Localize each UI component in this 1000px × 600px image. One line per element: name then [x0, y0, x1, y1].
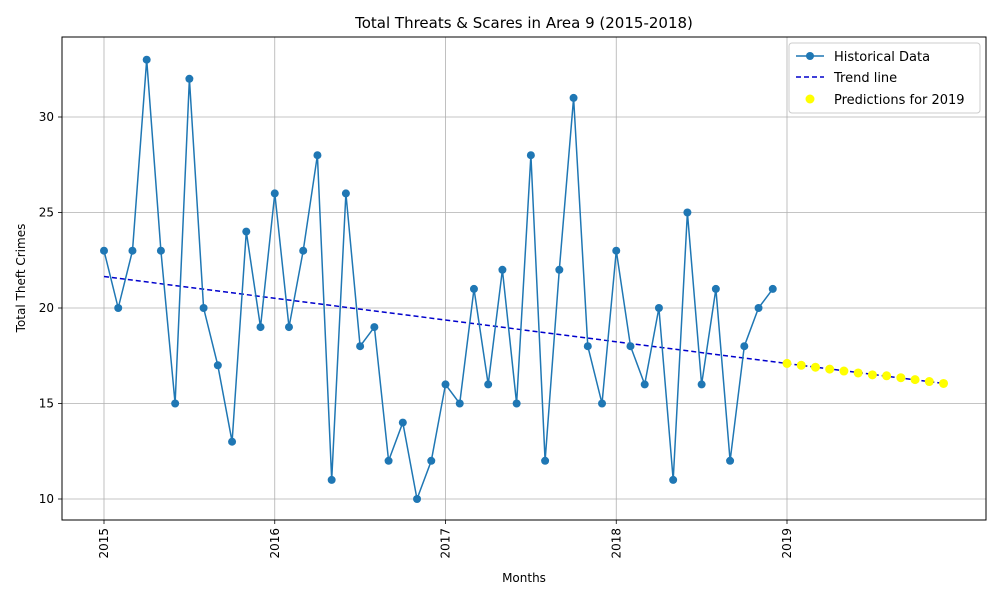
prediction-point [810, 362, 820, 372]
plot-frame [61, 36, 987, 521]
prediction-point [924, 377, 934, 387]
historical-point [213, 361, 222, 370]
historical-point [398, 418, 407, 427]
x-axis-label: Months [502, 571, 546, 585]
grid [62, 37, 986, 520]
historical-point [754, 304, 763, 312]
prediction-point [782, 358, 792, 368]
y-tick-label: 20 [39, 301, 54, 315]
historical-point [128, 246, 137, 255]
prediction-point [867, 370, 877, 380]
prediction-point [825, 364, 835, 374]
historical-point [270, 189, 279, 198]
historical-point [541, 456, 550, 465]
legend-frame [788, 42, 981, 114]
y-tick-label: 10 [39, 492, 54, 506]
y-axis-label: Total Theft Crimes [14, 224, 28, 334]
historical-point [413, 495, 422, 503]
historical-point [469, 284, 478, 293]
prediction-layer [782, 358, 949, 388]
prediction-point [939, 378, 949, 388]
x-tick-label: 2015 [97, 528, 111, 559]
historical-point [341, 189, 350, 198]
x-tick-label: 2019 [780, 528, 794, 559]
historical-layer [100, 55, 777, 503]
historical-point [185, 74, 194, 83]
historical-point [626, 342, 635, 351]
historical-point [142, 55, 151, 64]
historical-point [654, 304, 663, 312]
y-tick-label: 15 [39, 397, 54, 411]
historical-point [284, 323, 293, 332]
prediction-point [896, 373, 906, 383]
historical-point [526, 151, 535, 160]
historical-point [455, 399, 464, 408]
legend-historical-label: Historical Data [834, 50, 930, 65]
historical-point [256, 323, 265, 332]
historical-point [683, 208, 692, 217]
historical-point [384, 456, 393, 465]
y-tick-label: 25 [39, 206, 54, 220]
legend-prediction-marker [805, 94, 815, 104]
prediction-point [796, 360, 806, 370]
chart-title: Total Threats & Scares in Area 9 (2015-2… [354, 14, 693, 32]
x-tick-label: 2018 [609, 528, 623, 559]
historical-point [156, 246, 165, 255]
historical-point [171, 399, 180, 408]
legend-trend-label: Trend line [833, 71, 897, 86]
historical-point [711, 284, 720, 293]
legend: Historical Data Trend line Predictions f… [788, 42, 981, 114]
historical-point [242, 227, 251, 236]
historical-point [583, 342, 592, 351]
historical-point [555, 265, 564, 274]
historical-point [697, 380, 706, 389]
historical-point [313, 151, 322, 160]
legend-historical-marker [806, 52, 814, 60]
historical-point [768, 284, 777, 293]
prediction-point [910, 375, 920, 385]
historical-point [612, 246, 621, 255]
prediction-point [839, 366, 849, 376]
historical-point [370, 323, 379, 332]
historical-point [726, 456, 735, 465]
y-tick-label: 30 [39, 110, 54, 124]
x-tick-label: 2016 [268, 528, 282, 559]
historical-point [427, 456, 436, 465]
historical-point [569, 93, 578, 102]
prediction-point [882, 371, 892, 381]
historical-point [356, 342, 365, 351]
legend-prediction-label: Predictions for 2019 [834, 93, 965, 108]
historical-point [598, 399, 607, 408]
historical-series-line [103, 59, 774, 502]
historical-point [299, 246, 308, 255]
historical-point [199, 304, 208, 312]
historical-point [327, 475, 336, 484]
historical-point [512, 399, 521, 408]
historical-point [441, 380, 450, 389]
historical-point [484, 380, 493, 389]
historical-point [114, 304, 123, 312]
historical-point [100, 246, 108, 255]
historical-point [498, 265, 507, 274]
historical-point [228, 437, 237, 446]
historical-point [669, 475, 678, 484]
x-tick-label: 2017 [439, 528, 453, 559]
historical-point [740, 342, 749, 351]
ticks: 2015 2016 2017 2018 2019 10 15 20 25 30 [39, 110, 794, 559]
prediction-point [853, 368, 863, 378]
historical-point [640, 380, 649, 389]
